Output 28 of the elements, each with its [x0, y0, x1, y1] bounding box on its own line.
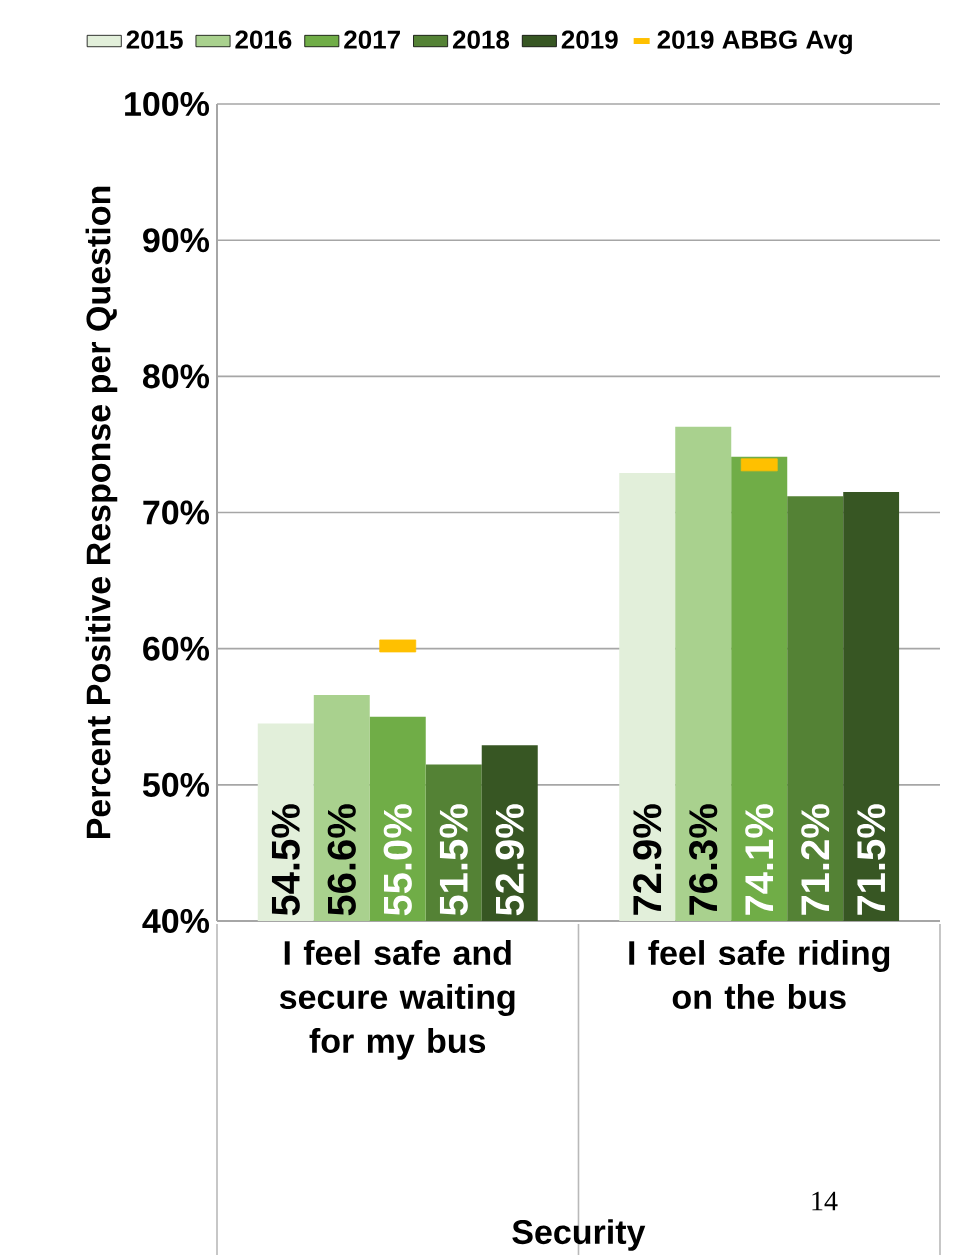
text: 14: [812, 1191, 838, 1211]
x-tick-label: I feel safe and secure waiting for my bus: [279, 940, 515, 1060]
y-tick-label: 80%: [142, 364, 210, 389]
y-tick-label: 60%: [143, 636, 210, 661]
legend-label: 2018: [452, 30, 510, 49]
legend-label: 2019 ABBG Avg: [657, 30, 852, 55]
data-label: 71.2%: [801, 804, 830, 915]
legend-label: 2017: [344, 30, 400, 49]
x-axis-title: Security: [512, 1219, 646, 1251]
data-label: 56.6%: [327, 804, 356, 916]
y-tick-label: 50%: [142, 772, 210, 797]
data-label: 72.9%: [633, 804, 662, 915]
data-label: 54.5%: [271, 804, 300, 916]
data-label: 74.1%: [745, 804, 774, 915]
y-tick-label: 90%: [143, 228, 210, 253]
y-tick-label: 100%: [125, 91, 210, 117]
y-tick-label: 40%: [142, 908, 210, 934]
data-label: 52.9%: [495, 804, 524, 916]
legend-label: 2019: [561, 30, 618, 49]
y-axis-title: Percent Positive Response per Question: [85, 186, 118, 839]
y-tick-label: 70%: [143, 500, 210, 525]
data-label: 76.3%: [689, 804, 718, 915]
data-label: 55.0%: [383, 804, 412, 916]
legend-label: 2015: [126, 30, 183, 49]
x-tick-label: I feel safe riding on the bus: [629, 940, 890, 1010]
legend-label: 2016: [235, 30, 292, 49]
data-label: 71.5%: [857, 804, 886, 915]
data-label: 51.5%: [439, 804, 468, 916]
